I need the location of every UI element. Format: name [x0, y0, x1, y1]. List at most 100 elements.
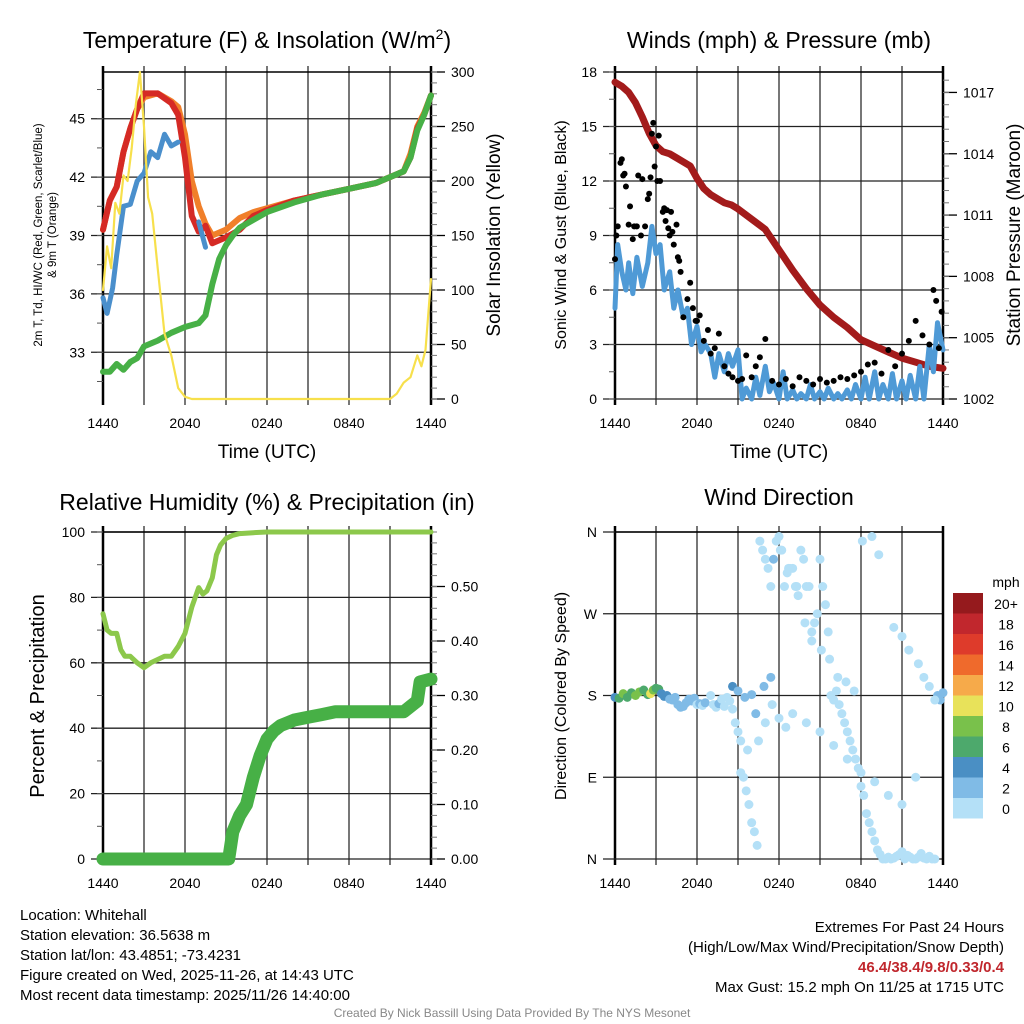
x-tick-label: 0840 — [845, 875, 876, 891]
direction-point — [766, 582, 776, 591]
direction-point — [870, 777, 880, 787]
gust-point — [684, 296, 691, 303]
direction-point — [760, 554, 770, 564]
direction-point — [733, 727, 743, 737]
direction-point — [747, 818, 757, 828]
y-tick-label: 80 — [69, 589, 85, 605]
direction-point — [818, 582, 828, 591]
gust-point — [837, 374, 844, 381]
y-tick-label: N — [587, 851, 597, 867]
y-tick-label: 45 — [69, 111, 85, 127]
direction-point — [775, 545, 785, 555]
extremes-title: Extremes For Past 24 Hours — [814, 919, 1004, 936]
gust-point — [665, 225, 672, 232]
series-sonic-wind — [612, 223, 946, 402]
gust-point — [912, 317, 919, 324]
colorbar-label: 0 — [1002, 801, 1010, 817]
gust-point — [885, 346, 892, 353]
gust-point — [612, 256, 618, 263]
direction-point — [911, 772, 921, 782]
right-tick-label: 0.50 — [451, 579, 478, 595]
direction-point — [874, 550, 884, 560]
y-axis-label-left: Sonic Wind & Gust (Blue, Black) — [553, 120, 570, 349]
direction-point — [849, 686, 859, 696]
direction-point — [930, 854, 940, 864]
colorbar-title: mph — [992, 574, 1019, 590]
direction-point — [841, 677, 851, 687]
max-gust-text: Max Gust: 15.2 mph On 11/25 at 1715 UTC — [714, 979, 1004, 996]
direction-point — [774, 532, 784, 542]
direction-point — [867, 827, 877, 837]
right-tick-label: 300 — [451, 64, 475, 80]
chart-title: Temperature (F) & Insolation (W/m2) — [83, 26, 451, 53]
gust-point — [655, 132, 662, 139]
colorbar-label: 10 — [998, 699, 1014, 715]
station-info: Location: Whitehall Station elevation: 3… — [20, 906, 354, 1006]
x-tick-label: 2040 — [169, 415, 200, 431]
gust-point — [715, 330, 722, 337]
x-axis-label: Time (UTC) — [218, 442, 317, 463]
direction-point — [848, 745, 858, 755]
y-tick-label: 33 — [69, 344, 85, 360]
gust-point — [892, 363, 899, 370]
direction-point — [930, 695, 940, 705]
gust-point — [748, 374, 755, 381]
right-tick-label: 0.00 — [451, 851, 478, 867]
direction-point — [801, 718, 811, 728]
x-tick-label: 0240 — [763, 415, 794, 431]
direction-point — [779, 582, 789, 591]
right-tick-label: 0.10 — [451, 797, 478, 813]
direction-point — [812, 609, 822, 619]
direction-point — [842, 754, 852, 764]
colorbar-label: 8 — [1002, 719, 1010, 735]
gust-point — [739, 376, 746, 383]
x-tick-label: 1440 — [927, 875, 958, 891]
gust-point — [633, 223, 640, 230]
direction-point — [897, 631, 907, 641]
direction-point — [736, 736, 746, 746]
direction-point — [840, 718, 850, 728]
gust-point — [648, 130, 655, 137]
gust-point — [721, 363, 728, 370]
gust-point — [729, 374, 736, 381]
y-tick-label: 42 — [69, 169, 85, 185]
gust-point — [851, 372, 858, 379]
colorbar-swatch — [953, 634, 983, 655]
direction-point — [857, 536, 867, 546]
x-tick-label: 1440 — [87, 415, 118, 431]
colorbar-label: 18 — [998, 617, 1014, 633]
gust-point — [642, 223, 649, 230]
direction-point — [788, 709, 798, 719]
extremes-values: 46.4/38.4/9.8/0.33/0.4 — [858, 959, 1004, 976]
gust-point — [635, 172, 642, 179]
colorbar-swatch — [953, 716, 983, 737]
gust-point — [796, 374, 803, 381]
latlon-text: Station lat/lon: 43.4851; -73.4231 — [20, 947, 242, 964]
gust-point — [878, 370, 885, 377]
gust-point — [618, 156, 625, 163]
gust-point — [637, 232, 644, 239]
x-tick-label: 0840 — [333, 415, 364, 431]
direction-point — [763, 563, 773, 573]
x-tick-label: 0240 — [251, 875, 282, 891]
direction-point — [815, 727, 825, 737]
direction-point — [796, 545, 806, 555]
y-tick-label: S — [588, 688, 597, 704]
direction-point — [752, 840, 762, 850]
colorbar-label: 4 — [1002, 760, 1010, 776]
direction-point — [856, 768, 866, 778]
gust-point — [711, 345, 718, 352]
y-tick-label: 9 — [589, 228, 597, 244]
colorbar-label: 20+ — [994, 596, 1018, 612]
right-tick-label: 0.30 — [451, 688, 478, 704]
right-tick-label: 1002 — [963, 391, 994, 407]
y-tick-label: 39 — [69, 228, 85, 244]
direction-point — [741, 786, 751, 796]
direction-point — [751, 709, 761, 719]
direction-point — [859, 790, 869, 800]
colorbar-label: 16 — [998, 637, 1014, 653]
x-tick-label: 1440 — [927, 415, 958, 431]
gust-point — [935, 345, 942, 352]
direction-point — [670, 692, 680, 702]
right-tick-label: 1005 — [963, 330, 994, 346]
